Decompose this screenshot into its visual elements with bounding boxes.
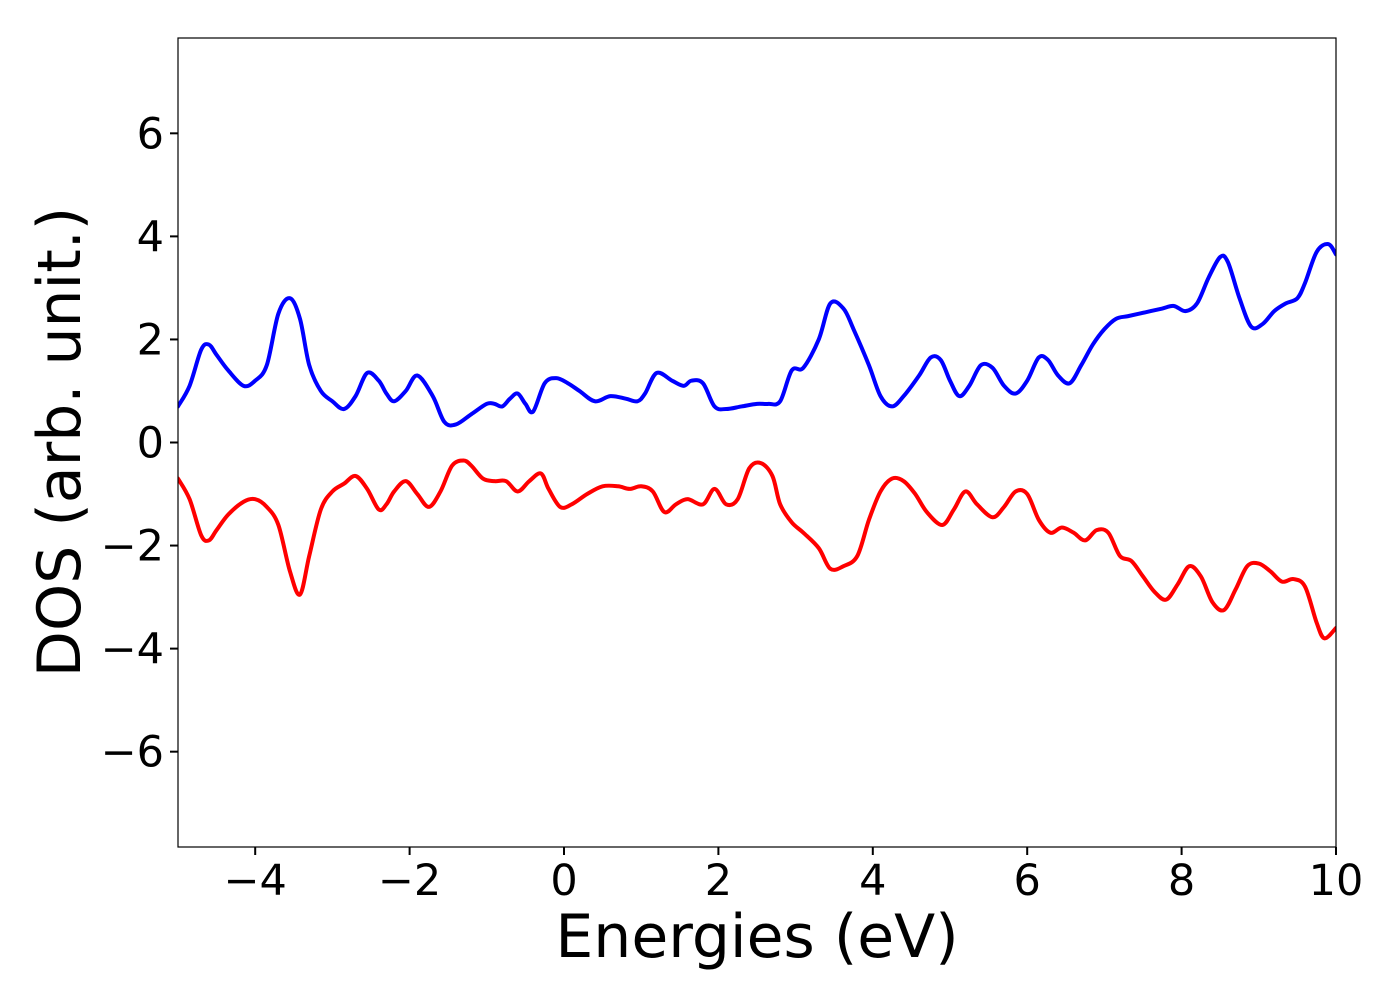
x-axis-title: Energies (eV) — [555, 902, 958, 972]
y-tick-label: −6 — [101, 728, 164, 778]
y-tick-label: 0 — [137, 419, 164, 469]
x-tick-label: −4 — [224, 856, 287, 906]
x-axis: −4 −2 0 2 4 6 8 10 — [224, 847, 1364, 906]
y-tick-label: 6 — [137, 109, 164, 159]
y-tick-label: 4 — [137, 212, 164, 262]
x-tick-label: 0 — [550, 856, 577, 906]
plot-frame — [177, 37, 1337, 848]
x-tick-label: 4 — [859, 856, 886, 906]
plot-area — [178, 242, 1336, 641]
spin-up-dos-line — [178, 242, 1336, 428]
y-axis-title: DOS (arb. unit.) — [25, 207, 95, 677]
spin-down-dos-line — [178, 458, 1336, 641]
y-tick-label: 2 — [137, 315, 164, 365]
x-tick-label: 10 — [1309, 856, 1364, 906]
x-tick-label: −2 — [378, 856, 441, 906]
x-tick-label: 8 — [1168, 856, 1195, 906]
y-tick-label: −2 — [101, 522, 164, 572]
y-axis: −6 −4 −2 0 2 4 6 — [101, 109, 178, 778]
x-tick-label: 2 — [705, 856, 732, 906]
x-tick-label: 6 — [1014, 856, 1041, 906]
y-tick-label: −4 — [101, 625, 164, 675]
